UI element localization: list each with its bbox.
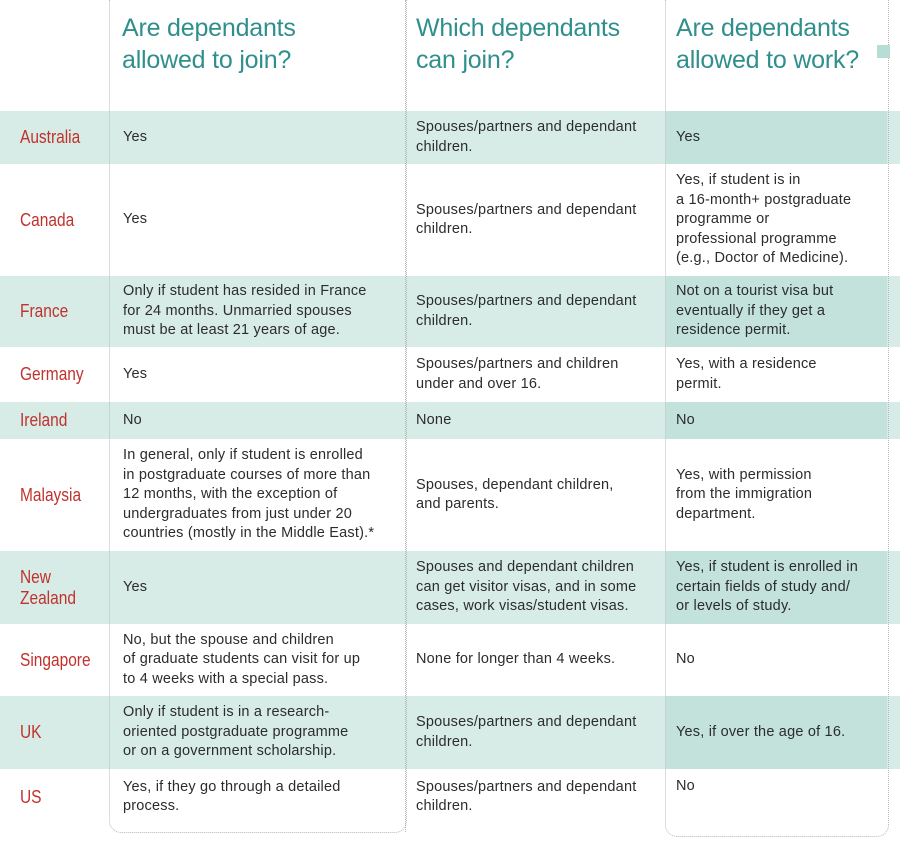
country-label: Singapore: [20, 649, 91, 670]
which-cell: None: [416, 411, 452, 428]
header-allowed-to-join: Are dependants allowed to join?: [122, 14, 296, 74]
which-cell: Spouses/partners and dependant children.: [416, 714, 637, 750]
header-allowed-to-work: Are dependants allowed to work?: [676, 14, 860, 74]
country-label: US: [20, 786, 42, 807]
which-cell: Spouses, dependant children, and parents…: [416, 476, 614, 513]
work-cell: Yes, with permission from the immigratio…: [676, 466, 813, 522]
join-cell: Yes: [123, 365, 148, 382]
country-label: UK: [20, 722, 42, 742]
column-divider-which: [405, 0, 406, 832]
country-label: Ireland: [20, 410, 68, 430]
column-box-join: [109, 0, 407, 833]
work-cell: No: [676, 778, 695, 795]
join-cell: No, but the spouse and children of gradu…: [123, 631, 361, 687]
work-cell: Yes: [676, 128, 701, 145]
work-cell: Yes, if student is in a 16-month+ postgr…: [676, 172, 852, 267]
work-cell: No: [676, 411, 695, 428]
join-cell: No: [123, 411, 142, 428]
row-band-accent-new-zealand: [666, 551, 887, 624]
join-cell: Only if student is in a research- orient…: [123, 704, 349, 760]
row-band-accent-france: [666, 276, 887, 347]
which-cell: Spouses/partners and dependant children.: [416, 119, 637, 155]
which-cell: Spouses/partners and dependant children.: [416, 293, 637, 329]
join-cell: Yes: [123, 128, 148, 145]
country-label: Malaysia: [20, 484, 82, 505]
header-which-dependants: Which dependants can join?: [416, 14, 620, 74]
join-cell: Yes: [123, 211, 148, 228]
country-label: Canada: [20, 209, 75, 230]
country-label: Australia: [20, 127, 81, 147]
row-band-accent-uk: [666, 696, 887, 769]
country-label: Germany: [20, 364, 84, 384]
which-cell: Spouses/partners and children under and …: [416, 356, 619, 392]
column-box-work: [665, 0, 889, 837]
work-cell: Yes, with a residence permit.: [676, 356, 817, 392]
header-marker-square: [877, 45, 890, 58]
row-band-accent-ireland: [666, 402, 887, 439]
work-cell: Yes, if student is enrolled in certain f…: [676, 559, 858, 615]
join-cell: Yes: [123, 578, 148, 595]
which-cell: Spouses/partners and dependant children.: [416, 778, 637, 815]
work-cell: Not on a tourist visa but eventually if …: [676, 283, 834, 339]
row-band-accent-australia: [666, 111, 887, 164]
country-label: France: [20, 301, 69, 321]
join-cell: Only if student has resided in France fo…: [123, 283, 367, 339]
which-cell: Spouses and dependant children can get v…: [416, 559, 637, 615]
join-cell: Yes, if they go through a detailed proce…: [123, 778, 341, 815]
country-label: New Zealand: [20, 566, 76, 608]
work-cell: Yes, if over the age of 16.: [676, 723, 846, 740]
join-cell: In general, only if student is enrolled …: [123, 447, 375, 542]
work-cell: No: [676, 651, 695, 668]
which-cell: None for longer than 4 weeks.: [416, 651, 616, 668]
which-cell: Spouses/partners and dependant children.: [416, 201, 637, 238]
